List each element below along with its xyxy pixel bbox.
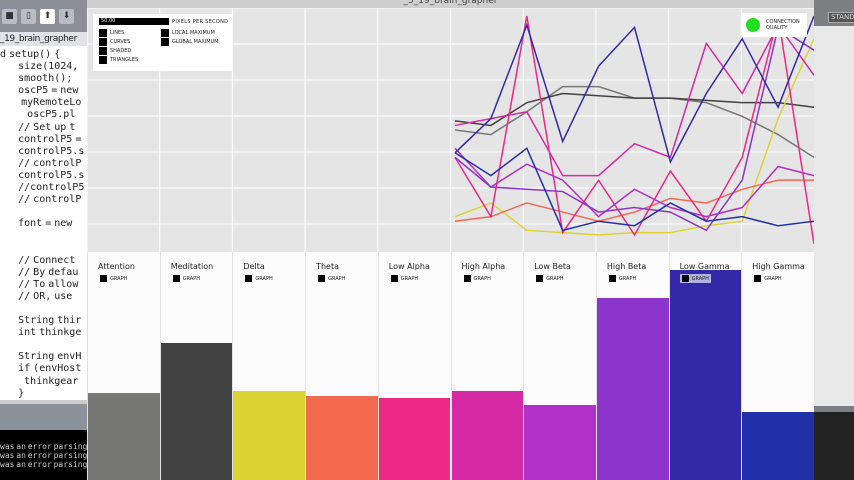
channel-high-beta: High Beta GRAPH	[595, 252, 669, 480]
checkbox-icon	[754, 275, 762, 282]
channel-label: Low Beta	[534, 262, 571, 271]
editor-divider	[0, 400, 87, 430]
pixels-per-second-slider[interactable]: 50.00	[99, 18, 169, 25]
channel-bar	[596, 297, 669, 480]
channel-label: Low Gamma	[679, 262, 730, 271]
series-line-meditation	[454, 92, 814, 127]
channel-label: Meditation	[170, 262, 214, 271]
channel-label: Attention	[98, 262, 135, 271]
save-icon[interactable]: ⬇	[59, 8, 74, 24]
new-file-icon[interactable]: ▯	[21, 8, 36, 24]
channel-label: High Beta	[606, 262, 647, 271]
checkbox-icon	[99, 47, 107, 55]
graph-toggle[interactable]: GRAPH	[462, 274, 493, 283]
channel-theta: Theta GRAPH	[305, 252, 378, 480]
option-triangles[interactable]: TRIANGLES	[99, 56, 138, 64]
pixels-per-second-label: PIXELS PER SECOND	[172, 19, 229, 25]
channel-high-alpha: High Alpha GRAPH	[450, 252, 524, 480]
series-line-high-beta	[454, 26, 814, 232]
series-line-low-gamma	[454, 15, 814, 164]
option-curves[interactable]: CURVES	[99, 38, 130, 46]
connection-status-icon	[746, 18, 760, 32]
window-title: _5_19_brain_grapher	[87, 0, 814, 8]
channel-bar	[524, 404, 596, 480]
channel-low-beta: Low Beta GRAPH	[523, 252, 596, 480]
series-line-low-alpha	[454, 15, 814, 245]
series-line-low-beta	[454, 147, 814, 218]
option-local-maximum[interactable]: LOCAL MAXIMUM	[161, 29, 215, 37]
channel-label: Low Alpha	[388, 262, 430, 271]
series-line-attention	[454, 85, 814, 158]
graph-canvas	[87, 8, 814, 252]
channel-bar	[233, 391, 306, 480]
channel-bar	[378, 397, 451, 480]
channel-bar	[88, 393, 160, 480]
checkbox-icon	[99, 29, 107, 37]
background-window: STAND	[814, 0, 854, 480]
graph-toggle[interactable]: GRAPH	[534, 274, 565, 283]
series-line-delta	[454, 38, 814, 236]
checkbox-icon	[161, 38, 169, 46]
graph-toggle[interactable]: GRAPH	[171, 274, 202, 283]
checkbox-icon	[681, 275, 689, 282]
series-line-high-alpha	[454, 23, 814, 177]
editor-toolbar: ■ ▯ ⬆ ⬇	[0, 0, 87, 32]
channel-bar	[160, 343, 233, 480]
graph-toggle[interactable]: GRAPH	[243, 274, 274, 283]
editor-tab[interactable]: _19_brain_grapher	[0, 32, 87, 46]
channel-high-gamma: High Gamma GRAPH	[741, 252, 814, 480]
channel-meditation: Meditation GRAPH	[159, 252, 233, 480]
checkbox-icon	[390, 275, 398, 282]
checkbox-icon	[99, 38, 107, 46]
graph-options-panel: 50.00 PIXELS PER SECOND LINES CURVES SHA…	[93, 14, 232, 71]
connection-quality: CONNECTION QUALITY	[742, 13, 807, 37]
console-output: was an error parsing was an error parsin…	[0, 430, 87, 480]
checkbox-icon	[318, 275, 326, 282]
channel-label: High Alpha	[461, 262, 506, 271]
graph-toggle[interactable]: GRAPH	[389, 274, 420, 283]
option-global-maximum[interactable]: GLOBAL MAXIMUM	[161, 38, 219, 46]
graph-toggle[interactable]: GRAPH	[607, 274, 638, 283]
channel-bar	[451, 391, 524, 480]
channel-label: High Gamma	[752, 262, 805, 271]
checkbox-icon	[100, 275, 107, 282]
graph-toggle[interactable]: GRAPH	[752, 274, 783, 283]
channel-attention: Attention GRAPH	[87, 252, 160, 480]
channel-bars-panel: Attention GRAPH Meditation GRAPH Delta G…	[87, 252, 814, 480]
line-graph: 50.00 PIXELS PER SECOND LINES CURVES SHA…	[87, 8, 814, 252]
option-shaded[interactable]: SHADED	[99, 47, 131, 55]
open-icon[interactable]: ⬆	[40, 8, 55, 24]
channel-low-gamma: Low Gamma GRAPH	[668, 252, 742, 480]
channel-bar	[742, 411, 814, 480]
channel-low-alpha: Low Alpha GRAPH	[377, 252, 451, 480]
checkbox-icon	[99, 56, 107, 64]
option-lines[interactable]: LINES	[99, 29, 124, 37]
code-text[interactable]: d setup() { size(1024, smooth(); oscP5 =…	[0, 49, 85, 399]
graph-toggle[interactable]: GRAPH	[98, 274, 129, 283]
checkbox-icon	[172, 275, 180, 282]
graph-toggle[interactable]: GRAPH	[316, 274, 347, 283]
code-editor: ■ ▯ ⬆ ⬇ _19_brain_grapher d setup() { si…	[0, 0, 87, 480]
channel-label: Delta	[243, 262, 265, 271]
brain-grapher-window: _5_19_brain_grapher 50.00 PIXELS PER SEC…	[87, 0, 814, 480]
checkbox-icon	[536, 275, 544, 282]
channel-bar	[669, 270, 742, 480]
stop-icon[interactable]: ■	[2, 8, 17, 24]
checkbox-icon	[245, 275, 253, 282]
graph-toggle[interactable]: GRAPH	[679, 274, 711, 283]
series-line-theta	[454, 179, 814, 222]
channel-label: Theta	[316, 262, 340, 271]
channel-delta: Delta GRAPH	[232, 252, 306, 480]
series-line-high-gamma	[454, 147, 814, 232]
stand-button[interactable]: STAND	[828, 12, 854, 23]
checkbox-icon	[463, 275, 471, 282]
checkbox-icon	[161, 29, 169, 37]
channel-bar	[306, 395, 378, 480]
checkbox-icon	[608, 275, 616, 282]
